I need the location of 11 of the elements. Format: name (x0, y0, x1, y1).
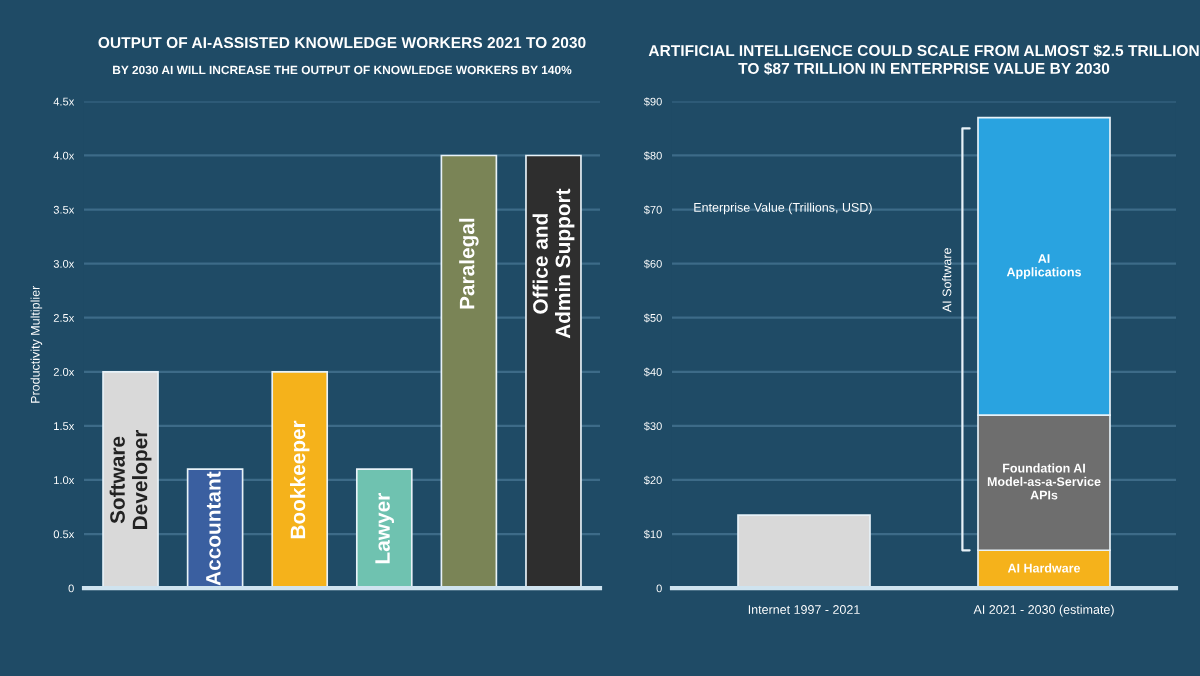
category-label: Software Developer (109, 429, 152, 529)
bar (271, 370, 329, 589)
category-label: Paralegal (459, 218, 479, 309)
category-label: Bookkeeper (289, 420, 310, 539)
bar (525, 154, 582, 589)
bar (440, 154, 498, 589)
category-label: Lawyer (375, 493, 395, 564)
bar (102, 370, 159, 589)
category-label: Accountant (206, 471, 221, 586)
category-label: Office and Admin Support (532, 188, 575, 339)
bar (355, 468, 413, 589)
